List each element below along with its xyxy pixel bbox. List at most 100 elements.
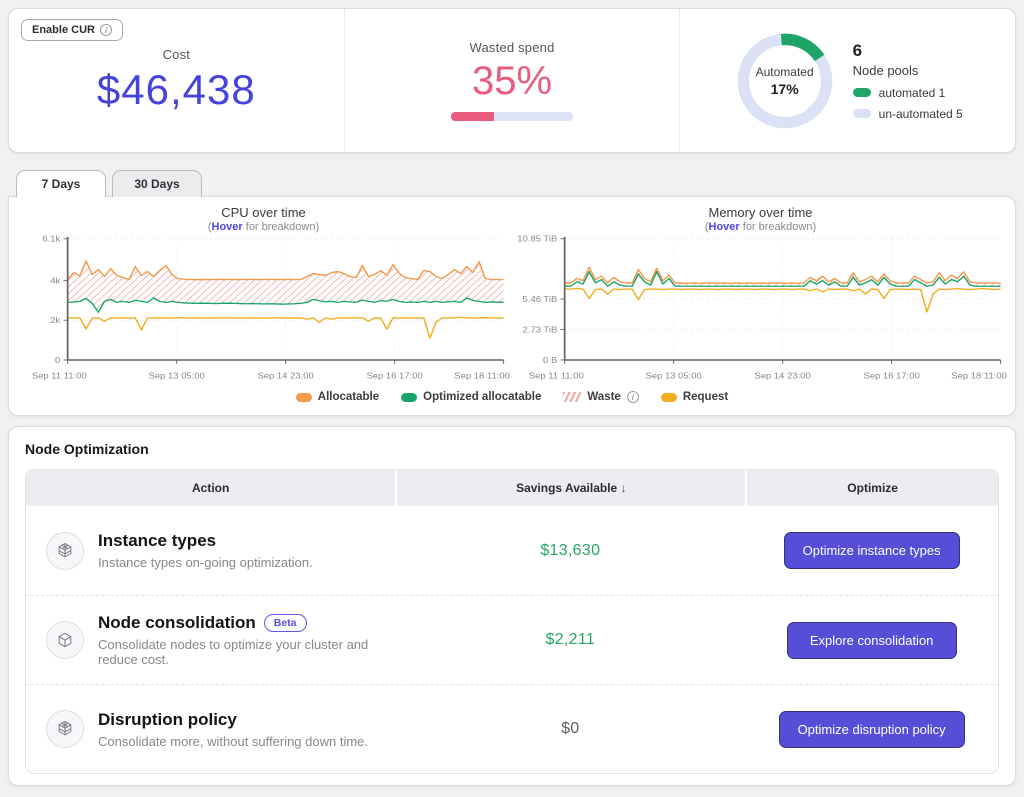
chart-legend: Allocatable Optimized allocatable Waste … <box>15 391 1009 403</box>
donut-center-label: Automated <box>755 64 814 79</box>
savings-value: $2,211 <box>545 631 596 648</box>
column-optimize: Optimize <box>745 470 998 506</box>
hover-link[interactable]: Hover <box>708 221 740 233</box>
summary-panel: Enable CUR i Cost $46,438 Wasted spend 3… <box>8 8 1016 153</box>
enable-cur-button[interactable]: Enable CUR i <box>21 19 123 41</box>
column-action: Action <box>192 481 230 495</box>
row-title: Instance types <box>98 531 217 550</box>
optimized-allocatable-swatch <box>401 392 418 402</box>
savings-value: $13,630 <box>540 541 601 559</box>
unautomated-label: un-automated 5 <box>878 106 963 121</box>
svg-text:6.1k: 6.1k <box>42 234 60 244</box>
table-row: Disruption policy Consolidate more, with… <box>26 684 998 773</box>
cpu-chart-svg[interactable]: 0 2k 4k 6.1k Sep 11 11:00 Sep 13 05:00 Sep 14 … <box>15 233 512 385</box>
savings-value: $0 <box>561 720 580 737</box>
wasted-bar-fill <box>451 112 494 121</box>
svg-text:Sep 13 05:00: Sep 13 05:00 <box>148 371 204 381</box>
donut-svg <box>737 33 832 128</box>
unautomated-swatch <box>852 109 871 118</box>
explore-consolidation-button[interactable]: Explore consolidation <box>786 621 957 659</box>
svg-text:10.85 TiB: 10.85 TiB <box>517 234 557 244</box>
svg-text:Sep 14 23:00: Sep 14 23:00 <box>754 371 810 381</box>
legend-waste: Waste i <box>563 391 639 403</box>
table-header: Action Savings Available ↓ Optimize <box>26 470 998 506</box>
cpu-chart-title: CPU over time <box>221 205 306 220</box>
svg-text:0 B: 0 B <box>543 355 557 365</box>
row-description: Consolidate nodes to optimize your clust… <box>98 637 369 667</box>
info-icon: i <box>626 391 639 403</box>
hover-link[interactable]: Hover <box>211 221 243 233</box>
svg-text:Sep 13 05:00: Sep 13 05:00 <box>645 371 701 381</box>
cost-card: Cost $46,438 <box>9 9 344 152</box>
row-description: Instance types on-going optimization. <box>98 555 313 570</box>
table-row: Instance types Instance types on-going o… <box>26 506 998 595</box>
donut-arc <box>737 33 832 128</box>
sort-descending-icon[interactable]: ↓ <box>620 481 627 495</box>
subtitle-suffix: for breakdown) <box>242 221 320 233</box>
wasted-spend-card: Wasted spend 35% <box>343 9 680 152</box>
request-label: Request <box>682 391 729 403</box>
svg-text:0: 0 <box>55 355 60 365</box>
allocatable-label: Allocatable <box>317 391 380 403</box>
automated-label: automated 1 <box>878 85 946 100</box>
memory-chart: Memory over time (Hover for breakdown) 0… <box>512 205 1009 385</box>
cpu-chart: CPU over time (Hover for breakdown) 0 2k 4… <box>15 205 512 385</box>
cpu-chart-subtitle: (Hover for breakdown) <box>15 221 512 233</box>
memory-chart-subtitle: (Hover for breakdown) <box>512 221 1009 233</box>
wasted-spend-progressbar <box>451 112 573 121</box>
legend-optimized-allocatable: Optimized allocatable <box>401 391 541 403</box>
optimize-instance-types-button[interactable]: Optimize instance types <box>783 532 960 569</box>
charts-panel: CPU over time (Hover for breakdown) 0 2k 4… <box>8 196 1016 416</box>
svg-text:4k: 4k <box>50 276 60 286</box>
donut-center-value: 17% <box>770 80 799 97</box>
automation-card: Automated 17% 6 Node pools automated 1 <box>679 9 1015 152</box>
node-pools-label: Node pools <box>852 62 919 78</box>
automation-donut-chart: Automated 17% <box>733 29 837 133</box>
node-optimization-table: Action Savings Available ↓ Optimize Inst… <box>25 469 999 774</box>
subtitle-prefix: ( <box>207 221 212 233</box>
info-icon: i <box>99 24 112 36</box>
cubes-icon <box>46 531 84 570</box>
svg-text:5.46 TiB: 5.46 TiB <box>523 294 558 304</box>
allocatable-swatch <box>295 392 312 402</box>
optimize-disruption-policy-button[interactable]: Optimize disruption policy <box>778 710 965 748</box>
svg-text:Sep 16 17:00: Sep 16 17:00 <box>366 371 422 381</box>
node-optimization-panel: Node Optimization Action Savings Availab… <box>8 426 1016 786</box>
automated-swatch <box>852 88 871 97</box>
cubes-icon <box>46 710 84 748</box>
cost-label: Cost <box>162 47 191 62</box>
wasted-spend-label: Wasted spend <box>469 40 555 55</box>
tab-30-days[interactable]: 30 Days <box>112 170 202 197</box>
column-savings-available[interactable]: Savings Available ↓ <box>395 470 745 506</box>
waste-label: Waste <box>587 391 621 403</box>
svg-text:2k: 2k <box>50 315 60 325</box>
svg-text:Sep 18 11:00: Sep 18 11:00 <box>951 371 1007 381</box>
subtitle-suffix: for breakdown) <box>739 221 817 233</box>
time-range-tabs: 7 Days 30 Days <box>8 170 1016 197</box>
svg-text:Sep 16 17:00: Sep 16 17:00 <box>863 371 919 381</box>
node-pools-count: 6 <box>852 40 863 60</box>
node-optimization-title: Node Optimization <box>25 441 149 457</box>
subtitle-prefix: ( <box>704 221 709 233</box>
request-swatch <box>660 392 677 402</box>
table-row: Node consolidation Beta Consolidate node… <box>26 595 998 684</box>
wasted-spend-value: 35% <box>471 59 553 103</box>
svg-text:Sep 14 23:00: Sep 14 23:00 <box>257 371 313 381</box>
cost-value: $46,438 <box>96 66 256 113</box>
legend-request: Request <box>660 391 729 403</box>
svg-text:2.73 TiB: 2.73 TiB <box>523 325 558 335</box>
row-title: Disruption policy <box>98 709 237 729</box>
row-description: Consolidate more, without suffering down… <box>98 733 369 749</box>
svg-text:Sep 11 11:00: Sep 11 11:00 <box>529 371 584 381</box>
beta-badge: Beta <box>263 614 307 632</box>
memory-chart-svg[interactable]: 0 B 2.73 TiB 5.46 TiB 10.85 TiB Sep 11 11:00… <box>512 233 1009 385</box>
row-title: Node consolidation <box>98 613 256 632</box>
svg-text:Sep 18 11:00: Sep 18 11:00 <box>454 371 510 381</box>
memory-chart-title: Memory over time <box>708 205 813 220</box>
waste-swatch <box>563 392 582 402</box>
svg-text:Sep 11 11:00: Sep 11 11:00 <box>32 371 87 381</box>
legend-item-unautomated: un-automated 5 <box>852 106 963 121</box>
enable-cur-label: Enable CUR <box>32 24 95 36</box>
tab-7-days[interactable]: 7 Days <box>16 170 106 197</box>
